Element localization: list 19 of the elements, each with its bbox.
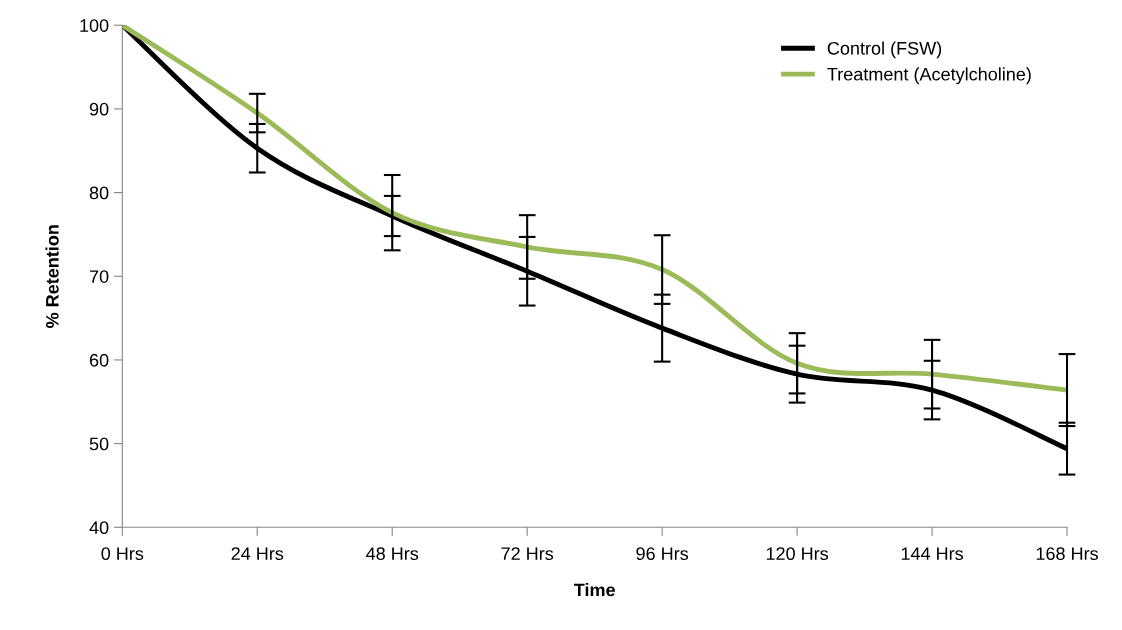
y-tick-label: 70 xyxy=(89,270,109,283)
x-axis-title: Time xyxy=(573,583,615,597)
x-tick-label: 168 Hrs xyxy=(1036,547,1098,561)
y-tick-label: 50 xyxy=(89,437,109,451)
y-tick-label: 100 xyxy=(80,19,109,32)
y-tick-label: 60 xyxy=(89,353,109,367)
legend-label: Control (FSW) xyxy=(827,41,942,59)
x-tick-label: 144 Hrs xyxy=(901,547,964,561)
y-tick-label: 40 xyxy=(89,521,109,535)
y-tick-label: 90 xyxy=(89,102,109,116)
legend-label: Treatment (Acetylcholine) xyxy=(827,67,1031,85)
x-tick-label: 0 Hrs xyxy=(101,547,144,561)
x-tick-label: 120 Hrs xyxy=(766,547,829,561)
x-tick-label: 96 Hrs xyxy=(636,547,689,561)
x-tick-label: 48 Hrs xyxy=(366,547,419,561)
x-tick-label: 24 Hrs xyxy=(231,547,284,561)
y-tick-label: 80 xyxy=(89,186,109,200)
x-tick-label: 72 Hrs xyxy=(501,547,554,561)
y-axis-title: % Retention xyxy=(45,225,59,328)
